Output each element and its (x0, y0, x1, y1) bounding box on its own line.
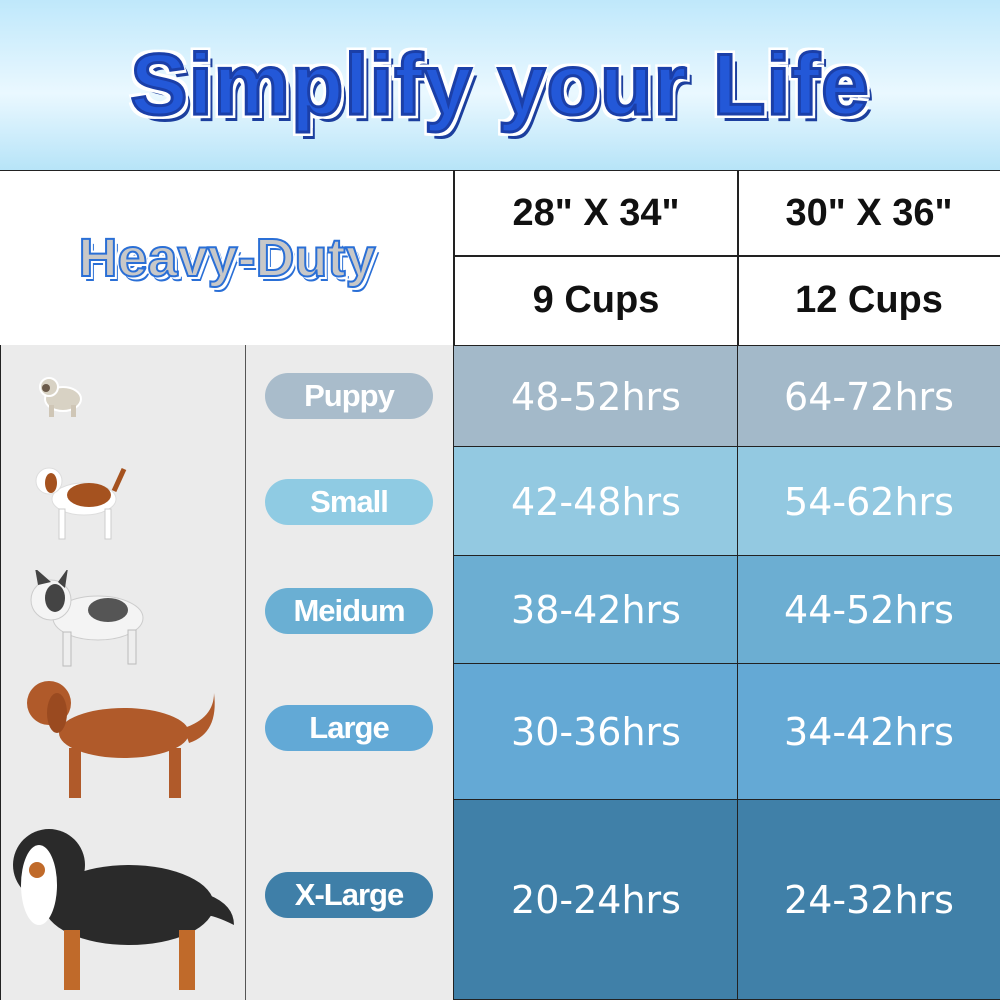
dog-column (1, 345, 246, 1000)
beagle-icon (35, 467, 127, 540)
value-cell: 30-36hrs (453, 663, 739, 801)
duration-value: 34-42hrs (784, 710, 954, 754)
duration-value: 44-52hrs (784, 588, 954, 632)
col1-capacity: 9 Cups (453, 255, 739, 346)
banner-title: Simplify your Life (129, 35, 871, 134)
value-cell: 24-32hrs (737, 799, 1000, 1000)
banner: Simplify your Life (0, 0, 1000, 170)
duration-value: 30-36hrs (511, 710, 681, 754)
value-cell: 20-24hrs (453, 799, 739, 1000)
value-cell: 38-42hrs (453, 555, 739, 665)
duration-value: 20-24hrs (511, 877, 681, 922)
duration-value: 42-48hrs (511, 479, 681, 524)
value-cell: 54-62hrs (737, 446, 1000, 557)
value-cell: 42-48hrs (453, 446, 739, 557)
duration-value: 48-52hrs (511, 374, 681, 419)
col2-size: 30" X 36" (737, 170, 1000, 257)
duration-value: 54-62hrs (784, 479, 954, 524)
size-label: 30" X 36" (785, 192, 953, 234)
bernese-mountain-dog-icon (13, 829, 234, 990)
capacity-label: 12 Cups (795, 279, 943, 321)
brand-cell: Heavy-Duty (0, 170, 455, 346)
value-cell: 34-42hrs (737, 663, 1000, 801)
value-cell: 48-52hrs (453, 345, 739, 448)
value-cell: 44-52hrs (737, 555, 1000, 665)
size-badge-large: Large (265, 705, 433, 751)
comparison-table: Heavy-Duty 28" X 34" 30" X 36" 9 Cups 12… (0, 170, 1000, 1000)
size-badge-small: Small (265, 479, 433, 525)
size-badge-puppy: Puppy (265, 373, 433, 419)
duration-value: 24-32hrs (784, 877, 954, 922)
french-bulldog-icon (30, 570, 144, 667)
duration-value: 38-42hrs (511, 588, 681, 632)
col1-size: 28" X 34" (453, 170, 739, 257)
size-label: 28" X 34" (512, 192, 680, 234)
duration-value: 64-72hrs (784, 374, 954, 419)
col2-capacity: 12 Cups (737, 255, 1000, 346)
pug-icon (39, 377, 82, 417)
brand-label: Heavy-Duty (77, 227, 376, 289)
value-cell: 64-72hrs (737, 345, 1000, 448)
size-badge-medium: Meidum (265, 588, 433, 634)
size-column: Puppy Small Meidum Large X-Large (0, 345, 453, 1000)
capacity-label: 9 Cups (532, 279, 660, 321)
size-badge-xlarge: X-Large (265, 872, 433, 918)
golden-retriever-icon (27, 681, 215, 798)
